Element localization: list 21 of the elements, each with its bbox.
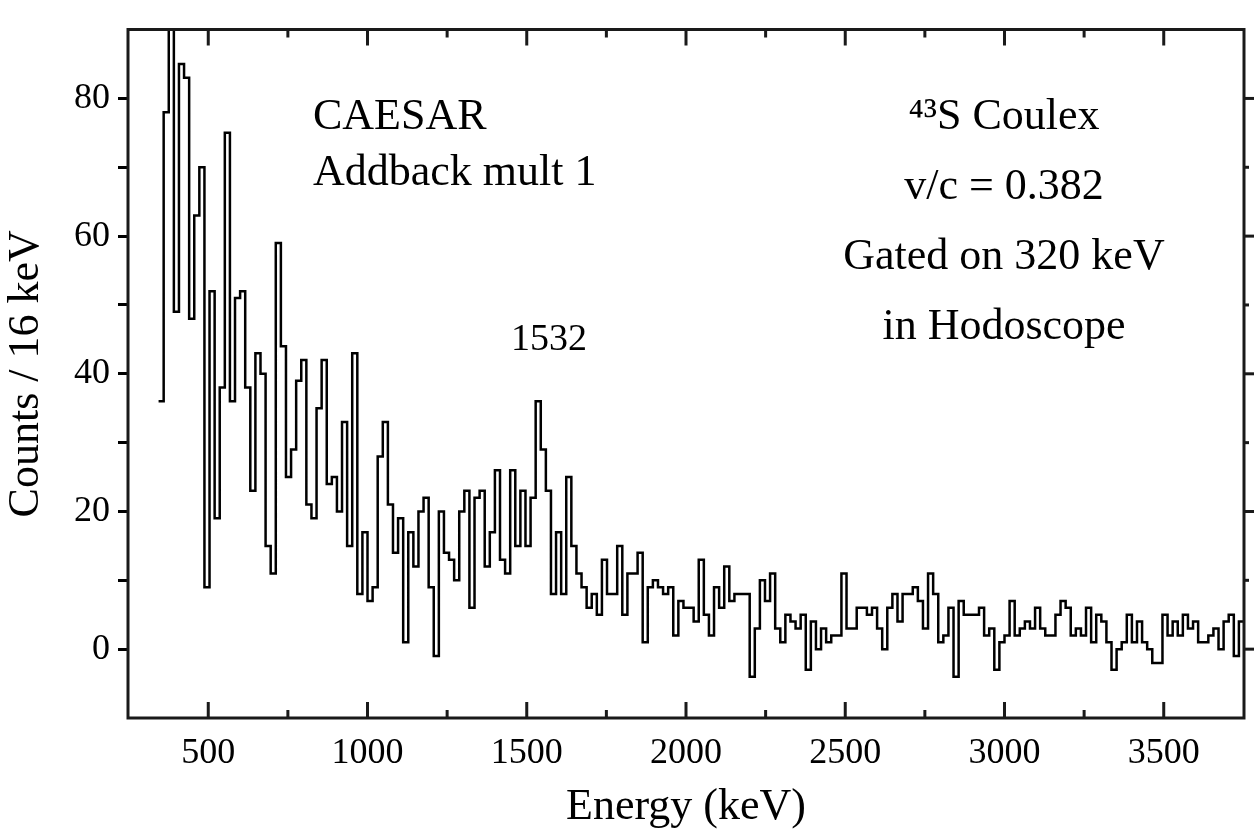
y-tick-label: 40 <box>74 351 110 392</box>
annotation: v/c = 0.382 <box>904 159 1104 209</box>
x-tick-label: 2500 <box>809 731 882 772</box>
annotation: 1532 <box>511 315 587 358</box>
y-tick-label: 0 <box>92 626 110 667</box>
x-tick-label: 2000 <box>650 731 722 772</box>
y-tick-label: 60 <box>74 213 110 254</box>
x-tick-label: 3500 <box>1127 731 1200 772</box>
x-tick-label: 1000 <box>331 731 404 772</box>
annotation: CAESAR <box>313 89 488 139</box>
y-tick-label: 80 <box>74 75 110 116</box>
x-axis-title: Energy (keV) <box>566 780 806 830</box>
x-tick-label: 3000 <box>968 731 1041 772</box>
annotation: ⁴³S Coulex <box>908 89 1100 139</box>
annotation: in Hodoscope <box>882 299 1126 349</box>
annotation: Gated on 320 keV <box>843 229 1165 279</box>
x-tick-label: 1500 <box>490 731 563 772</box>
y-axis-title: Counts / 16 keV <box>0 229 48 518</box>
annotation: Addback mult 1 <box>313 145 597 195</box>
x-tick-label: 500 <box>181 731 236 772</box>
y-tick-label: 20 <box>74 488 110 529</box>
